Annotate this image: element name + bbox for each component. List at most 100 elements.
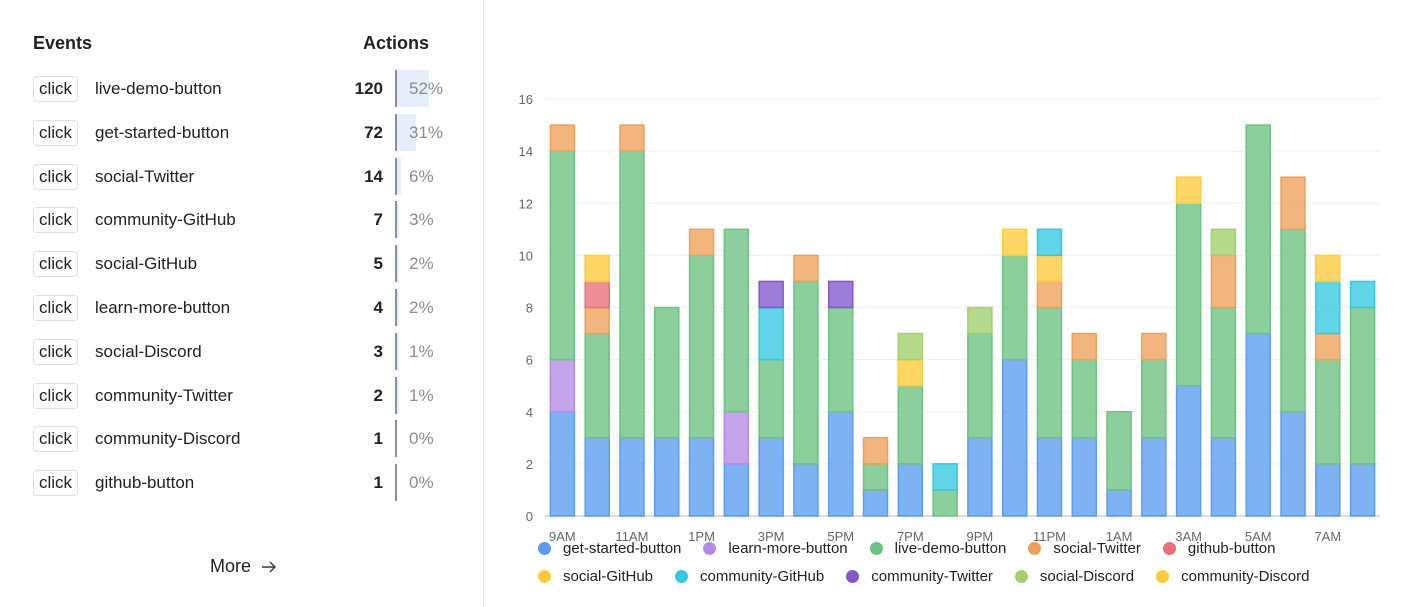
legend-item[interactable]: social-Discord	[1014, 568, 1134, 585]
bar-segment-social-GitHub[interactable]	[584, 254, 610, 283]
bar-segment-get-started-button[interactable]	[1349, 463, 1376, 517]
legend-item[interactable]: get-started-button	[538, 540, 681, 557]
event-row[interactable]: click live-demo-button 120 52%	[33, 70, 453, 110]
bar-segment-social-Twitter[interactable]	[1315, 332, 1341, 361]
event-row[interactable]: click github-button 1 0%	[33, 464, 453, 504]
bar-segment-community-GitHub[interactable]	[1036, 228, 1063, 257]
legend-item[interactable]: learn-more-button	[703, 540, 848, 557]
event-row[interactable]: click social-Twitter 14 6%	[33, 157, 453, 198]
bar-segment-live-demo-button[interactable]	[1280, 228, 1306, 413]
bar-segment-live-demo-button[interactable]	[862, 463, 889, 491]
bar-segment-social-Twitter[interactable]	[1210, 254, 1237, 309]
bar-segment-live-demo-button[interactable]	[1175, 202, 1202, 387]
event-name[interactable]: github-button	[95, 473, 195, 493]
bar-segment-get-started-button[interactable]	[654, 437, 680, 517]
bar-segment-live-demo-button[interactable]	[1001, 254, 1028, 361]
bar-segment-live-demo-button[interactable]	[654, 306, 680, 439]
legend-item[interactable]: social-GitHub	[538, 568, 653, 585]
bar-segment-live-demo-button[interactable]	[1210, 306, 1237, 439]
bar-segment-get-started-button[interactable]	[723, 463, 750, 517]
bar-segment-learn-more-button[interactable]	[549, 358, 576, 413]
event-name[interactable]: social-GitHub	[95, 254, 198, 274]
bar-segment-get-started-button[interactable]	[584, 437, 610, 517]
event-row[interactable]: click social-GitHub 5 2%	[33, 245, 453, 285]
bar-segment-get-started-button[interactable]	[1036, 437, 1063, 517]
bar-segment-live-demo-button[interactable]	[619, 150, 645, 439]
bar-segment-get-started-button[interactable]	[862, 489, 889, 517]
legend-item[interactable]: social-Twitter	[1028, 540, 1141, 557]
bar-segment-get-started-button[interactable]	[1175, 384, 1202, 517]
bar-segment-live-demo-button[interactable]	[1036, 306, 1063, 439]
legend-item[interactable]: community-Twitter	[846, 568, 993, 585]
bar-segment-live-demo-button[interactable]	[1106, 411, 1132, 491]
event-row[interactable]: click social-Discord 3 1%	[33, 332, 453, 373]
bar-segment-community-Twitter[interactable]	[827, 280, 854, 309]
bar-segment-live-demo-button[interactable]	[688, 254, 715, 439]
event-name[interactable]: community-Discord	[95, 429, 241, 449]
bar-segment-github-button[interactable]	[584, 280, 610, 309]
bar-segment-live-demo-button[interactable]	[1349, 306, 1376, 465]
bar-segment-get-started-button[interactable]	[1106, 489, 1132, 517]
bar-segment-get-started-button[interactable]	[758, 437, 784, 517]
bar-segment-learn-more-button[interactable]	[723, 411, 750, 465]
bar-segment-get-started-button[interactable]	[1280, 411, 1306, 517]
bar-segment-social-Twitter[interactable]	[549, 124, 576, 152]
bar-segment-live-demo-button[interactable]	[1141, 358, 1167, 439]
event-row[interactable]: click get-started-button 72 31%	[33, 113, 453, 154]
event-name[interactable]: community-GitHub	[95, 210, 236, 230]
bar-segment-live-demo-button[interactable]	[827, 306, 854, 413]
bar-segment-live-demo-button[interactable]	[549, 150, 576, 361]
bar-segment-get-started-button[interactable]	[549, 411, 576, 517]
event-name[interactable]: social-Twitter	[95, 166, 195, 186]
bar-segment-live-demo-button[interactable]	[793, 280, 819, 465]
bar-segment-social-Twitter[interactable]	[1071, 332, 1098, 361]
bar-segment-social-Discord[interactable]	[897, 332, 924, 361]
legend-item[interactable]: live-demo-button	[869, 540, 1006, 557]
bar-segment-live-demo-button[interactable]	[897, 384, 924, 465]
bar-segment-social-Twitter[interactable]	[1036, 280, 1063, 309]
bar-segment-social-GitHub[interactable]	[1036, 254, 1063, 283]
bar-segment-get-started-button[interactable]	[897, 463, 924, 517]
event-row[interactable]: click learn-more-button 4 2%	[33, 289, 453, 329]
event-row[interactable]: click community-Discord 1 0%	[33, 420, 453, 460]
bar-segment-get-started-button[interactable]	[1141, 437, 1167, 517]
bar-segment-community-GitHub[interactable]	[932, 463, 958, 491]
event-name[interactable]: get-started-button	[95, 122, 230, 142]
bar-segment-social-Twitter[interactable]	[688, 228, 715, 257]
bar-segment-get-started-button[interactable]	[967, 437, 993, 517]
bar-segment-live-demo-button[interactable]	[1245, 124, 1271, 335]
event-name[interactable]: live-demo-button	[95, 79, 222, 98]
bar-segment-social-Twitter[interactable]	[862, 437, 889, 465]
legend-item[interactable]: github-button	[1162, 540, 1275, 557]
event-row[interactable]: click community-GitHub 7 3%	[33, 201, 453, 241]
bar-segment-get-started-button[interactable]	[1245, 332, 1271, 517]
bar-segment-social-Discord[interactable]	[1210, 228, 1237, 257]
bar-segment-community-GitHub[interactable]	[758, 306, 784, 361]
bar-segment-live-demo-button[interactable]	[1071, 358, 1098, 439]
bar-segment-social-Twitter[interactable]	[793, 254, 819, 283]
event-name[interactable]: learn-more-button	[95, 298, 231, 317]
event-name[interactable]: social-Discord	[95, 341, 202, 361]
more-button[interactable]: More	[210, 556, 277, 577]
bar-segment-live-demo-button[interactable]	[967, 332, 993, 439]
bar-segment-get-started-button[interactable]	[1315, 463, 1341, 517]
bar-segment-social-Twitter[interactable]	[584, 306, 610, 335]
bar-segment-get-started-button[interactable]	[793, 463, 819, 517]
legend-item[interactable]: community-Discord	[1156, 568, 1309, 585]
bar-segment-social-GitHub[interactable]	[897, 358, 924, 387]
legend-item[interactable]: community-GitHub	[675, 568, 824, 585]
bar-segment-get-started-button[interactable]	[827, 411, 854, 517]
bar-segment-social-Twitter[interactable]	[1280, 176, 1306, 231]
bar-segment-get-started-button[interactable]	[1210, 437, 1237, 517]
bar-segment-community-GitHub[interactable]	[1349, 280, 1376, 309]
bar-segment-community-Discord[interactable]	[1315, 254, 1341, 283]
event-name[interactable]: community-Twitter	[95, 385, 233, 405]
bar-segment-social-GitHub[interactable]	[1175, 176, 1202, 204]
bar-segment-live-demo-button[interactable]	[584, 332, 610, 439]
bar-segment-social-Discord[interactable]	[967, 306, 993, 335]
bar-segment-community-Twitter[interactable]	[758, 280, 784, 309]
bar-segment-get-started-button[interactable]	[1071, 437, 1098, 517]
bar-segment-get-started-button[interactable]	[619, 437, 645, 517]
bar-segment-social-Twitter[interactable]	[1141, 332, 1167, 361]
bar-segment-social-Twitter[interactable]	[619, 124, 645, 152]
